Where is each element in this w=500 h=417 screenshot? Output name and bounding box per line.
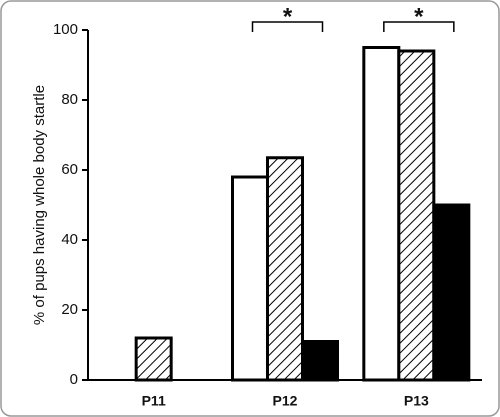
significance-bracket	[251, 21, 324, 32]
y-tick-label: 80	[61, 91, 78, 108]
bar	[301, 340, 339, 382]
x-tick-label: P13	[404, 393, 429, 409]
bar	[134, 336, 173, 382]
significance-bracket	[383, 21, 455, 32]
y-tick-label: 0	[70, 371, 78, 388]
bar	[432, 203, 471, 382]
x-tick-label: P11	[142, 393, 166, 409]
annotation: *	[414, 3, 424, 30]
y-axis-label: % of pups having whole body startle	[31, 85, 48, 325]
bar	[231, 175, 269, 382]
bar	[362, 46, 401, 382]
y-tick-label: 40	[61, 231, 78, 248]
bar	[397, 49, 436, 382]
y-tick-label: 60	[61, 161, 78, 178]
y-tick-label: 20	[61, 301, 78, 318]
x-tick-label: P12	[273, 393, 298, 409]
y-tick-label: 100	[53, 21, 78, 38]
bar	[266, 156, 304, 382]
annotation: *	[283, 3, 293, 30]
